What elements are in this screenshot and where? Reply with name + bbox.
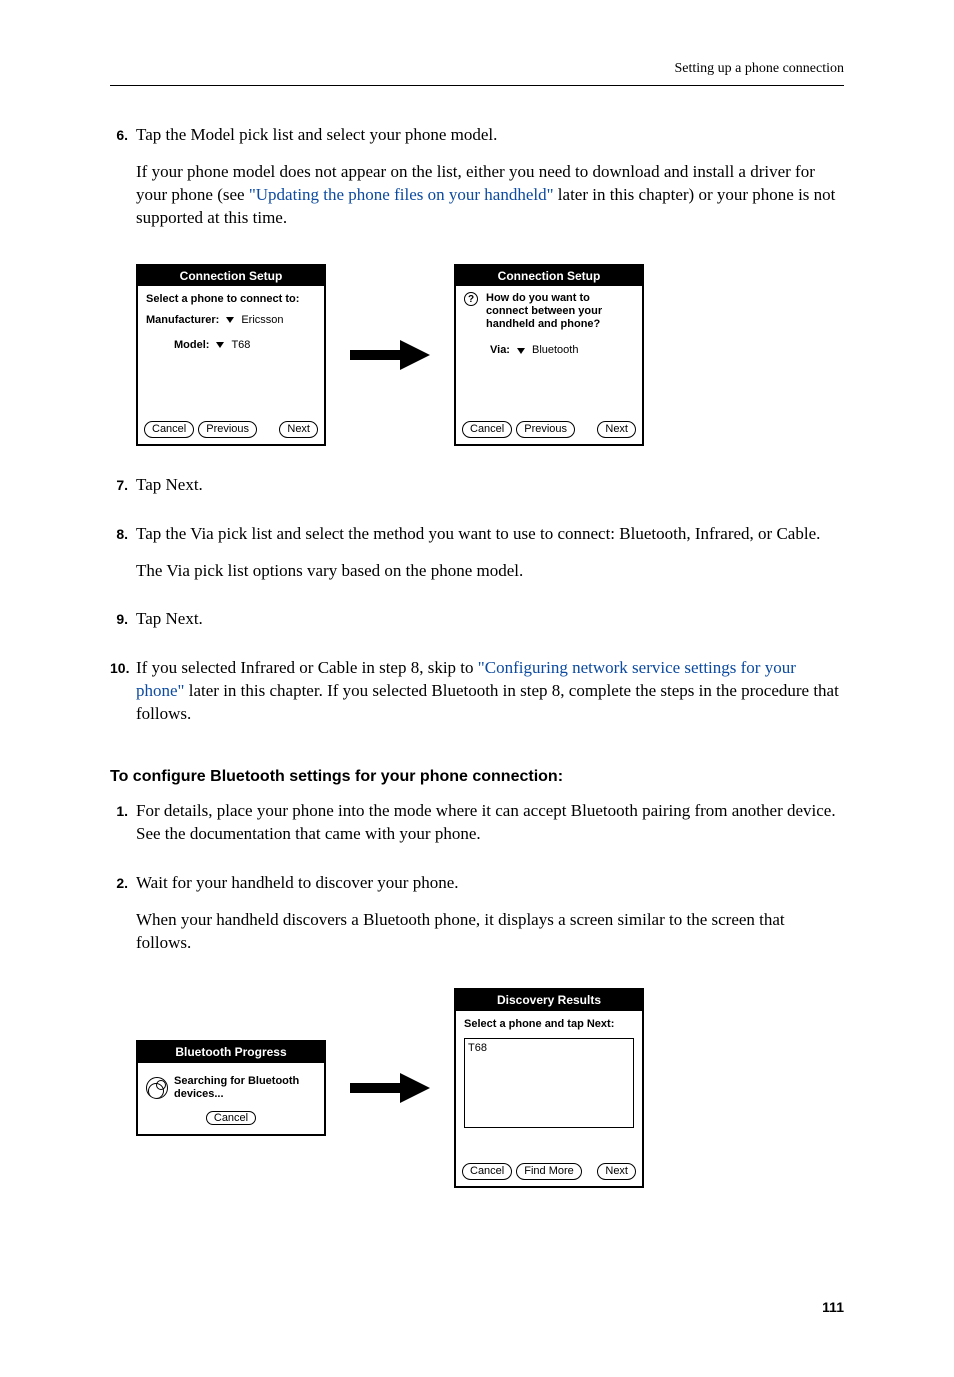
palm-footer: Cancel Find More Next xyxy=(456,1159,642,1186)
step-para: Tap the Model pick list and select your … xyxy=(136,124,844,147)
step-number: 6. xyxy=(110,124,136,244)
step-number: 2. xyxy=(110,872,136,969)
step-number: 9. xyxy=(110,608,136,645)
palm-prompt: How do you want to connect between your … xyxy=(486,292,634,332)
palm-prompt: Select a phone to connect to: xyxy=(146,292,316,307)
step-group-c: 1. For details, place your phone into th… xyxy=(110,800,844,969)
header-rule xyxy=(110,85,844,86)
link-updating-phone-files[interactable]: "Updating the phone files on your handhe… xyxy=(249,185,554,204)
cancel-button[interactable]: Cancel xyxy=(144,421,194,438)
arrow-right-icon xyxy=(350,340,430,370)
step-c-1: 1. For details, place your phone into th… xyxy=(110,800,844,860)
palm-screen-bt-progress: Bluetooth Progress Searching for Bluetoo… xyxy=(136,1040,326,1136)
step-c-2: 2. Wait for your handheld to discover yo… xyxy=(110,872,844,969)
step-para: If you selected Infrared or Cable in ste… xyxy=(136,657,844,726)
step-group-a: 6. Tap the Model pick list and select yo… xyxy=(110,124,844,244)
step-para: For details, place your phone into the m… xyxy=(136,800,844,846)
cancel-button[interactable]: Cancel xyxy=(206,1111,256,1125)
palm-body: Select a phone to connect to: Manufactur… xyxy=(138,286,324,417)
text: Tap the Model pick list and select your … xyxy=(136,125,497,144)
step-para: Tap Next. xyxy=(136,608,844,631)
list-item[interactable]: T68 xyxy=(468,1041,630,1056)
step-number: 1. xyxy=(110,800,136,860)
discovery-list[interactable]: T68 xyxy=(464,1038,634,1128)
step-para: The Via pick list options vary based on … xyxy=(136,560,844,583)
palm-screen-right: Connection Setup ? How do you want to co… xyxy=(454,264,644,446)
palm-screen-discovery: Discovery Results Select a phone and tap… xyxy=(454,988,644,1188)
palm-title: Connection Setup xyxy=(138,266,324,286)
palm-screen-left: Connection Setup Select a phone to conne… xyxy=(136,264,326,446)
cancel-button[interactable]: Cancel xyxy=(462,421,512,438)
via-value: Bluetooth xyxy=(532,343,578,358)
step-body: Tap the Model pick list and select your … xyxy=(136,124,844,244)
dropdown-icon[interactable] xyxy=(216,342,224,348)
running-header: Setting up a phone connection xyxy=(110,60,844,79)
page-number: 111 xyxy=(110,1298,844,1317)
dropdown-icon[interactable] xyxy=(226,317,234,323)
next-button[interactable]: Next xyxy=(279,421,318,438)
palm-title: Connection Setup xyxy=(456,266,642,286)
step-group-b: 7. Tap Next. 8. Tap the Via pick list an… xyxy=(110,474,844,741)
step-7: 7. Tap Next. xyxy=(110,474,844,511)
via-row: Via: Bluetooth xyxy=(490,343,634,358)
text: If you selected Infrared or Cable in ste… xyxy=(136,658,478,677)
subheading-bluetooth-config: To configure Bluetooth settings for your… xyxy=(110,766,844,788)
step-number: 8. xyxy=(110,523,136,597)
figure-bluetooth-discovery: Bluetooth Progress Searching for Bluetoo… xyxy=(136,988,844,1188)
help-icon[interactable]: ? xyxy=(464,292,478,306)
step-para: Wait for your handheld to discover your … xyxy=(136,872,844,895)
step-9: 9. Tap Next. xyxy=(110,608,844,645)
find-more-button[interactable]: Find More xyxy=(516,1163,582,1180)
palm-body: Searching for Bluetooth devices... xyxy=(138,1063,324,1112)
figure-connection-setup: Connection Setup Select a phone to conne… xyxy=(136,264,844,446)
manufacturer-value: Ericsson xyxy=(241,313,283,328)
step-number: 10. xyxy=(110,657,136,740)
step-8: 8. Tap the Via pick list and select the … xyxy=(110,523,844,597)
next-button[interactable]: Next xyxy=(597,421,636,438)
step-para: Tap Next. xyxy=(136,474,844,497)
palm-title: Bluetooth Progress xyxy=(138,1042,324,1062)
arrow-right-icon xyxy=(350,1073,430,1103)
step-10: 10. If you selected Infrared or Cable in… xyxy=(110,657,844,740)
model-row: Model: T68 xyxy=(174,338,316,353)
previous-button[interactable]: Previous xyxy=(198,421,257,438)
text: Tap the Via pick list and select the met… xyxy=(136,524,820,543)
model-label: Model: xyxy=(174,338,209,353)
step-para: When your handheld discovers a Bluetooth… xyxy=(136,909,844,955)
text: Tap Next. xyxy=(136,609,203,628)
text: Wait for your handheld to discover your … xyxy=(136,873,459,892)
palm-footer: Cancel Previous Next xyxy=(456,417,642,444)
text: Tap Next. xyxy=(136,475,203,494)
text: For details, place your phone into the m… xyxy=(136,801,836,843)
step-para: If your phone model does not appear on t… xyxy=(136,161,844,230)
next-button[interactable]: Next xyxy=(597,1163,636,1180)
manufacturer-label: Manufacturer: xyxy=(146,313,219,328)
step-number: 7. xyxy=(110,474,136,511)
discovery-prompt: Select a phone and tap Next: xyxy=(464,1017,634,1032)
step-6: 6. Tap the Model pick list and select yo… xyxy=(110,124,844,244)
previous-button[interactable]: Previous xyxy=(516,421,575,438)
via-label: Via: xyxy=(490,343,510,358)
text: The Via pick list options vary based on … xyxy=(136,561,523,580)
palm-footer: Cancel xyxy=(138,1111,324,1134)
palm-title: Discovery Results xyxy=(456,990,642,1010)
manufacturer-row: Manufacturer: Ericsson xyxy=(146,313,316,328)
dropdown-icon[interactable] xyxy=(517,348,525,354)
cancel-button[interactable]: Cancel xyxy=(462,1163,512,1180)
text: When your handheld discovers a Bluetooth… xyxy=(136,910,785,952)
palm-body: ? How do you want to connect between you… xyxy=(456,286,642,417)
palm-footer: Cancel Previous Next xyxy=(138,417,324,444)
step-para: Tap the Via pick list and select the met… xyxy=(136,523,844,546)
bt-progress-text: Searching for Bluetooth devices... xyxy=(174,1075,316,1101)
text: later in this chapter. If you selected B… xyxy=(136,681,839,723)
model-value: T68 xyxy=(231,338,250,353)
palm-body: Select a phone and tap Next: T68 xyxy=(456,1011,642,1160)
bluetooth-search-icon xyxy=(146,1077,168,1099)
